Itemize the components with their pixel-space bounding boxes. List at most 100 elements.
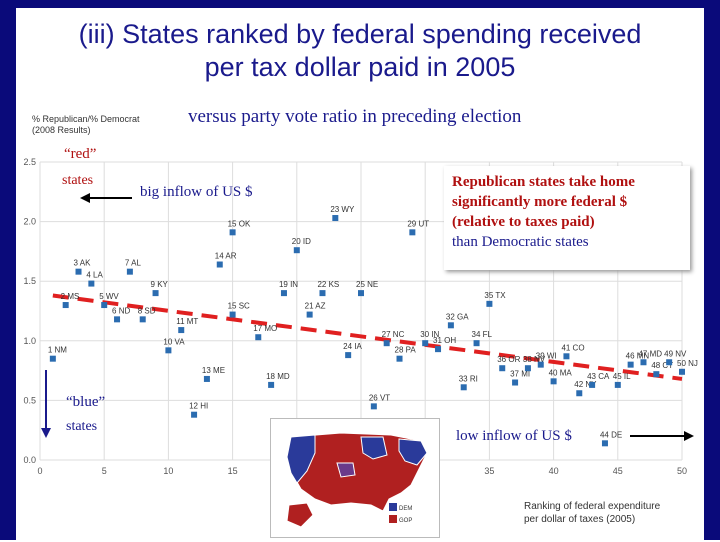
data-point [268, 381, 275, 388]
data-point [75, 268, 82, 275]
x-tick-label: 40 [549, 466, 559, 476]
data-point-label: 9 KY [151, 280, 169, 289]
data-point-label: 42 NY [574, 380, 597, 389]
data-point [383, 340, 390, 347]
data-point-label: 34 FL [472, 330, 493, 339]
data-point [679, 368, 685, 375]
data-point-label: 21 AZ [305, 302, 326, 311]
data-point [512, 379, 519, 386]
data-point-label: 20 ID [292, 237, 311, 246]
data-point-label: 36 OR [497, 355, 520, 364]
data-point [191, 411, 198, 418]
data-point-label: 41 CO [561, 343, 584, 352]
data-point [370, 403, 377, 410]
callout-box: Republican states take home significantl… [444, 166, 690, 270]
legend-dem-swatch [389, 503, 397, 511]
data-point [640, 359, 647, 366]
red-states-label: states [62, 173, 93, 188]
data-point-label: 18 MD [266, 372, 290, 381]
data-point-label: 46 MN [626, 352, 650, 361]
callout-blue-text: than Democratic states [452, 234, 589, 250]
data-point-label: 35 TX [484, 291, 506, 300]
data-point-label: 45 IL [613, 372, 631, 381]
data-point-label: 39 WI [536, 352, 557, 361]
trend-layer [52, 293, 683, 381]
data-point [216, 261, 223, 268]
frame-left-border [0, 0, 16, 540]
legend-gop-label: GOP [399, 518, 412, 524]
data-point [614, 381, 621, 388]
slide-title: (iii) States ranked by federal spending … [78, 19, 642, 82]
data-point [396, 355, 403, 362]
x-tick-label: 10 [163, 466, 173, 476]
data-point-label: 27 NC [382, 330, 405, 339]
data-point [178, 327, 185, 334]
legend-dem-label: DEM [399, 506, 412, 512]
data-point [589, 381, 596, 388]
data-point-label: 6 ND [112, 306, 130, 315]
data-point-label: 49 NV [664, 349, 687, 358]
subtitle: versus party vote ratio in preceding ele… [188, 106, 522, 127]
us-election-map: DEM GOP [270, 418, 440, 538]
low-inflow-label: low inflow of US $ [456, 428, 572, 444]
data-point [139, 316, 146, 323]
data-point-label: 29 UT [407, 219, 429, 228]
data-point [524, 365, 531, 372]
data-point-label: 14 AR [215, 252, 237, 261]
point-layer: 1 NM 2 MS 3 AK 4 LA 5 WV 6 ND 7 AL 8 SD 9 KY 10 V… [48, 205, 698, 447]
data-point-label: 3 AK [74, 259, 92, 268]
red-label: “red” [64, 146, 96, 162]
data-point-label: 22 KS [317, 280, 339, 289]
data-point [101, 302, 108, 309]
callout-red-text: Republican states take home significantl… [452, 174, 635, 230]
data-point [499, 365, 506, 372]
blue-label: “blue” [66, 394, 105, 410]
y-tick-label: 2.5 [23, 157, 36, 167]
data-point-label: 15 OK [228, 219, 251, 228]
data-point [255, 334, 262, 341]
data-point-label: 7 AL [125, 259, 142, 268]
data-point-label: 44 DE [600, 430, 622, 439]
data-point [653, 371, 660, 378]
data-point-label: 17 MO [253, 324, 277, 333]
data-point [563, 353, 570, 360]
data-point [306, 311, 313, 318]
data-point [165, 347, 172, 354]
slide-header: (iii) States ranked by federal spending … [0, 0, 720, 100]
data-point-label: 47 MD [638, 349, 662, 358]
data-point-label: 8 SD [138, 306, 156, 315]
x-tick-label: 50 [677, 466, 687, 476]
x-axis-label: Ranking of federal expenditure per dolla… [524, 501, 661, 525]
data-point-label: 4 LA [86, 271, 103, 280]
data-point-label: 24 IA [343, 342, 362, 351]
data-point [49, 355, 56, 362]
trend-line [52, 293, 683, 381]
y-tick-label: 1.0 [23, 336, 36, 346]
data-point-label: 19 IN [279, 280, 298, 289]
data-point [473, 340, 480, 347]
data-point-label: 28 PA [395, 346, 417, 355]
data-point-label: 48 CT [651, 361, 673, 370]
data-point-label: 5 WV [99, 292, 119, 301]
x-tick-label: 15 [228, 466, 238, 476]
data-point [550, 378, 557, 385]
data-point-label: 32 GA [446, 312, 469, 321]
down-arrow-head-icon [41, 428, 51, 438]
data-point-label: 43 CA [587, 372, 610, 381]
data-point [88, 280, 95, 287]
x-tick-label: 0 [37, 466, 42, 476]
right-arrow-head-icon [684, 431, 694, 441]
y-axis-label: % Republican/% Democrat (2008 Results) [32, 114, 140, 135]
left-arrow-head-icon [80, 193, 90, 203]
data-point [422, 340, 429, 347]
data-point [601, 440, 608, 447]
us-map-icon: DEM GOP [286, 432, 428, 528]
data-point [62, 302, 69, 309]
blue-states-label: states [66, 419, 97, 434]
data-point [229, 311, 236, 318]
y-tick-label: 2.0 [23, 217, 36, 227]
data-point [114, 316, 121, 323]
data-point-label: 10 VA [163, 337, 185, 346]
data-point [537, 361, 544, 368]
y-tick-label: 0.0 [23, 455, 36, 465]
